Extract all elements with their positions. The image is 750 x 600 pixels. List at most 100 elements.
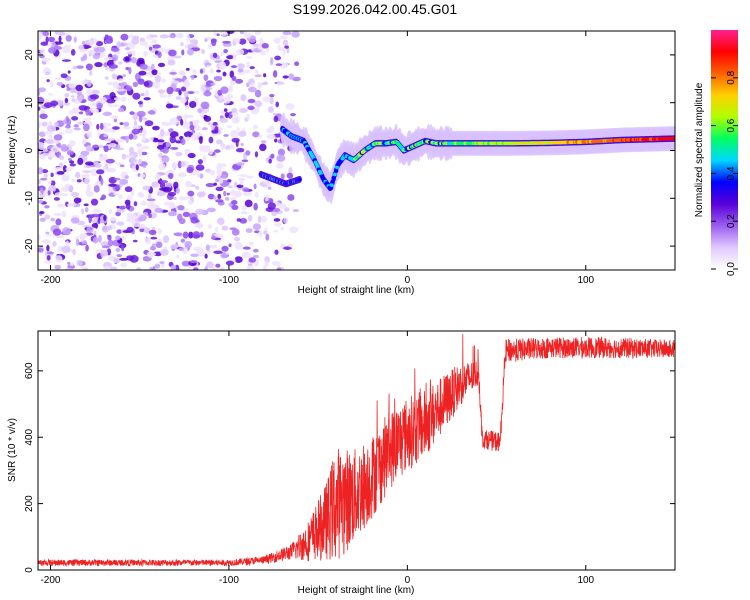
spectrogram-noise-blob: [247, 32, 251, 39]
spectrogram-noise-blob: [196, 191, 206, 198]
spectrogram-noise-blob: [119, 178, 129, 185]
spectrogram-noise-blob: [90, 198, 99, 206]
spectrogram-noise-blob: [125, 67, 130, 71]
spectrogram-noise-blob: [157, 51, 162, 59]
spectrogram-noise-blob: [167, 211, 177, 217]
spectrogram-noise-blob: [238, 38, 247, 45]
spectrogram-noise-blob: [190, 74, 195, 80]
spectrogram-noise-blob: [151, 243, 156, 248]
spectrogram-noise-blob: [259, 143, 267, 152]
spectrogram-noise-blob: [67, 262, 71, 265]
spectrogram-noise-blob: [61, 210, 67, 218]
snr-x-tick-label: 100: [577, 575, 594, 586]
spectrogram-noise-blob: [208, 244, 218, 249]
spectrogram-noise-blob: [77, 198, 82, 203]
spectrogram-noise-blob: [285, 103, 295, 110]
spectrogram-noise-blob: [137, 101, 143, 105]
spectrogram-noise-blob: [213, 31, 217, 36]
spectrogram-noise-blob: [44, 214, 51, 220]
spectrogram-noise-blob: [261, 43, 269, 49]
spectrogram-noise-blob: [157, 62, 166, 68]
spectrogram-noise-blob: [226, 94, 234, 99]
spectrogram-noise-blob: [137, 78, 145, 85]
spectrogram-noise-blob: [187, 152, 196, 159]
spectrogram-noise-blob: [215, 199, 224, 203]
spectrogram-noise-blob: [49, 80, 54, 88]
spectrogram-noise-blob: [232, 258, 236, 263]
spectrogram-noise-blob: [184, 104, 189, 110]
spectrogram-noise-blob: [100, 241, 110, 247]
spectrogram-noise-blob: [38, 141, 45, 150]
spectrogram-noise-blob: [132, 112, 138, 121]
spectrogram-noise-blob: [276, 267, 282, 270]
spectrogram-noise-blob: [98, 156, 105, 161]
spectrogram-noise-blob: [162, 146, 169, 154]
spectrogram-noise-blob: [116, 205, 120, 209]
spectrogram-noise-blob: [135, 164, 139, 171]
spectrogram-noise-blob: [42, 57, 51, 63]
spectrogram-noise-blob: [149, 267, 153, 270]
spectrogram-noise-blob: [44, 67, 49, 72]
spectrogram-noise-blob: [280, 173, 285, 180]
spectrogram-noise-blob: [121, 153, 126, 160]
spectrogram-y-tick-label: -20: [24, 238, 35, 253]
spectrogram-noise-blob: [103, 133, 108, 138]
spectrogram-noise-blob: [201, 145, 211, 153]
spectrogram-y-axis: -20 -10 0 10 20: [24, 49, 675, 253]
colorbar-tick-label: 0.0: [726, 262, 737, 276]
spectrogram-noise-blob: [185, 180, 192, 188]
spectrogram-noise-blob: [249, 66, 255, 70]
spectrogram-noise-blob: [71, 116, 79, 121]
spectrogram-noise-blob: [272, 70, 278, 78]
spectrogram-noise-blob: [71, 107, 79, 115]
spectrogram-noise-blob: [188, 100, 197, 109]
spectrogram-noise-blob: [191, 129, 195, 134]
spectrogram-noise-blob: [204, 253, 208, 259]
spectrogram-noise-blob: [141, 151, 148, 156]
spectrogram-noise-blob: [177, 172, 187, 178]
spectrogram-noise-blob: [275, 101, 280, 108]
spectrogram-noise-blob: [90, 168, 98, 177]
spectrogram-noise-blob: [194, 222, 202, 228]
spectrogram-noise-blob: [132, 81, 139, 88]
spectrogram-noise-blob: [234, 236, 241, 242]
spectrogram-noise-blob: [120, 244, 125, 252]
spectrogram-noise-blob: [53, 197, 60, 201]
spectrogram-noise-blob: [151, 181, 160, 188]
spectrogram-noise-blob: [252, 124, 259, 130]
spectrogram-noise-blob: [79, 235, 85, 242]
spectrogram-noise-blob: [124, 186, 133, 193]
spectrogram-noise-blob: [199, 231, 204, 238]
spectrogram-noise-blob: [60, 143, 68, 152]
spectrogram-noise-blob: [105, 158, 115, 164]
spectrogram-noise-blob: [154, 173, 161, 181]
spectrogram-noise-blob: [170, 264, 177, 270]
spectrogram-noise-blob: [287, 243, 294, 248]
spectrogram-noise-blob: [142, 135, 146, 142]
spectrogram-ridge-core: [332, 172, 337, 177]
spectrogram-noise-blob: [79, 49, 88, 53]
spectrogram-x-tick-label: 0: [405, 275, 411, 286]
spectrogram-noise-blob: [47, 93, 54, 96]
spectrogram-noise-blob: [217, 193, 222, 200]
spectrogram-noise-blob: [263, 73, 267, 78]
spectrogram-noise-blob: [197, 108, 203, 114]
spectrogram-noise-blob: [102, 111, 113, 117]
spectrogram-noise-blob: [226, 125, 233, 129]
spectrogram-noise-blob: [180, 161, 186, 167]
spectrogram-noise-blob: [222, 40, 231, 44]
spectrogram-noise-blob: [38, 247, 44, 253]
spectrogram-noise-blob: [273, 115, 279, 123]
snr-frame: [37, 330, 676, 571]
spectrogram-noise-blob: [206, 261, 214, 269]
spectrogram-noise-blob: [251, 82, 256, 86]
spectrogram-noise-blob: [125, 85, 133, 92]
spectrogram-noise-blob: [136, 110, 146, 118]
spectrogram-noise-blob: [209, 68, 214, 74]
spectrogram-noise-blob: [61, 245, 71, 254]
spectrogram-noise-blob: [158, 163, 166, 171]
spectrogram-noise-blob: [95, 163, 102, 168]
spectrogram-noise-blob: [154, 263, 161, 269]
spectrogram-noise-blob: [65, 267, 73, 270]
